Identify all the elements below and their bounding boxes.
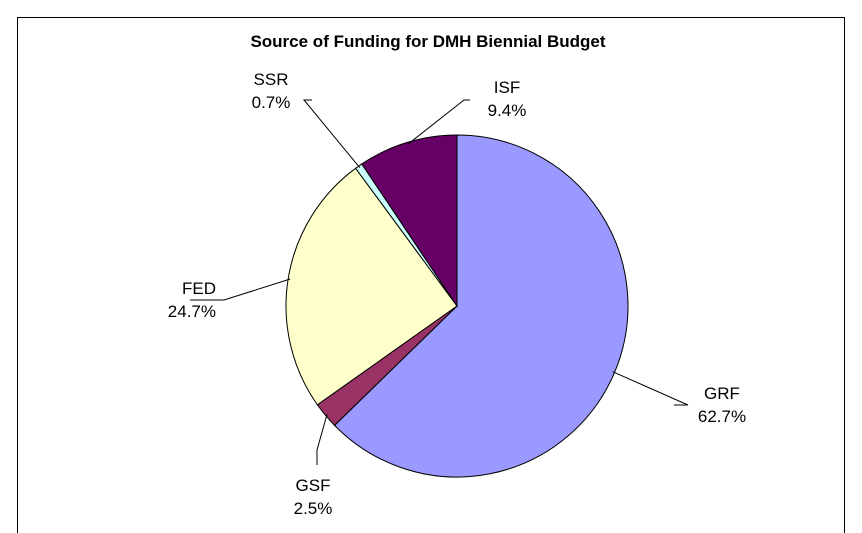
slice-value-label-grf: 62.7% xyxy=(698,407,746,426)
leader-line-fed xyxy=(190,278,291,301)
pie-slice-grf xyxy=(333,134,629,478)
slice-label-fed: FED xyxy=(182,279,216,298)
slice-label-ssr: SSR xyxy=(254,70,289,89)
leader-line-ssr xyxy=(302,99,361,169)
leader-line-grf xyxy=(612,371,689,406)
pie-slice-ssr xyxy=(354,163,458,307)
leader-line-gsf xyxy=(316,413,328,465)
leader-line-isf xyxy=(407,99,470,145)
slice-value-label-isf: 9.4% xyxy=(488,101,527,120)
pie-slice-fed xyxy=(285,167,458,406)
pie-slice-isf xyxy=(361,134,458,308)
slice-label-gsf: GSF xyxy=(296,476,331,495)
chart-title: Source of Funding for DMH Biennial Budge… xyxy=(250,32,605,51)
slice-label-grf: GRF xyxy=(704,384,740,403)
slice-value-label-ssr: 0.7% xyxy=(252,93,291,112)
slice-value-label-gsf: 2.5% xyxy=(294,499,333,518)
slice-label-isf: ISF xyxy=(494,78,520,97)
pie-slice-gsf xyxy=(316,305,458,427)
slice-value-label-fed: 24.7% xyxy=(168,302,216,321)
